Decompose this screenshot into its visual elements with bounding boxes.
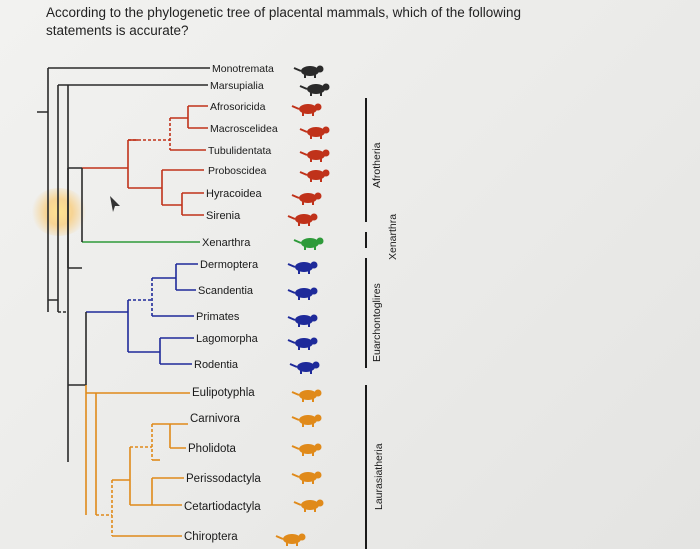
colugo-icon (287, 261, 318, 274)
branch-theria (48, 85, 59, 312)
primate-icon (287, 314, 318, 327)
elephant-shrew-icon (299, 126, 330, 139)
taxon-label-lagomorpha: Lagomorpha (196, 333, 259, 345)
taxon-label-primates: Primates (196, 311, 240, 323)
taxon-label-macroscelidea: Macroscelidea (210, 123, 278, 135)
armadillo-icon (293, 237, 324, 250)
tenrec-icon (291, 103, 322, 116)
rodent-icon (289, 361, 320, 374)
taxon-label-carnivora: Carnivora (190, 413, 240, 425)
question-line-2: statements is accurate? (46, 23, 189, 38)
taxon-label-cetartiodactyla: Cetartiodactyla (184, 501, 261, 513)
manatee-icon (287, 213, 318, 226)
afrotheria-label: Afrotheria (371, 142, 383, 188)
elephant-icon (299, 169, 330, 182)
taxon-labels: Monotremata Marsupialia Afrosoricida Macros… (184, 63, 278, 543)
question-line-1: According to the phylogenetic tree of pl… (46, 5, 522, 20)
xenarthra-label: Xenarthra (387, 214, 399, 260)
taxon-label-marsupialia: Marsupialia (210, 80, 264, 92)
taxon-label-proboscidea: Proboscidea (208, 165, 267, 177)
horse-icon (291, 471, 322, 484)
taxon-label-chiroptera: Chiroptera (184, 531, 238, 543)
taxon-label-hyracoidea: Hyracoidea (206, 188, 263, 200)
branch-atlantogenata (67, 167, 82, 269)
bat-icon (275, 533, 306, 546)
taxon-label-dermoptera: Dermoptera (200, 259, 259, 271)
afrotheria-branches (82, 105, 208, 216)
tree-branches (37, 67, 210, 537)
kangaroo-icon (299, 83, 330, 96)
aardvark-icon (299, 149, 330, 162)
question-text: According to the phylogenetic tree of pl… (46, 4, 646, 40)
laurasiatheria-branches (85, 385, 190, 537)
taxon-label-pholidota: Pholidota (188, 443, 237, 455)
taxon-label-xenarthra: Xenarthra (202, 237, 251, 249)
hyrax-icon (291, 192, 322, 205)
shrew-icon (291, 389, 322, 402)
taxon-label-perissodactyla: Perissodactyla (186, 473, 261, 485)
taxon-label-afrosoricida: Afrosoricida (210, 101, 266, 113)
laurasiatheria-label: Laurasiatheria (373, 443, 385, 510)
branch-boreoeutheria (67, 268, 86, 462)
branch-marsupialia (58, 84, 208, 268)
pangolin-icon (291, 443, 322, 456)
taxon-icons (275, 65, 330, 546)
euarchontoglires-branches (86, 263, 198, 365)
taxon-label-tubulidentata: Tubulidentata (208, 145, 271, 157)
light-glare (30, 188, 88, 236)
taxon-label-sirenia: Sirenia (206, 210, 241, 222)
taxon-label-eulipotyphla: Eulipotyphla (192, 387, 255, 399)
rabbit-icon (287, 337, 318, 350)
platypus-icon (293, 65, 324, 78)
euarchontoglires-label: Euarchontoglires (371, 283, 383, 362)
tree-shrew-icon (287, 287, 318, 300)
cursor-icon (110, 196, 120, 212)
taxon-label-monotremata: Monotremata (212, 63, 274, 75)
big-cat-icon (291, 414, 322, 427)
taxon-label-rodentia: Rodentia (194, 359, 239, 371)
taxon-label-scandentia: Scandentia (198, 285, 254, 297)
camel-whale-icon (293, 499, 324, 512)
branch-root (37, 68, 49, 312)
